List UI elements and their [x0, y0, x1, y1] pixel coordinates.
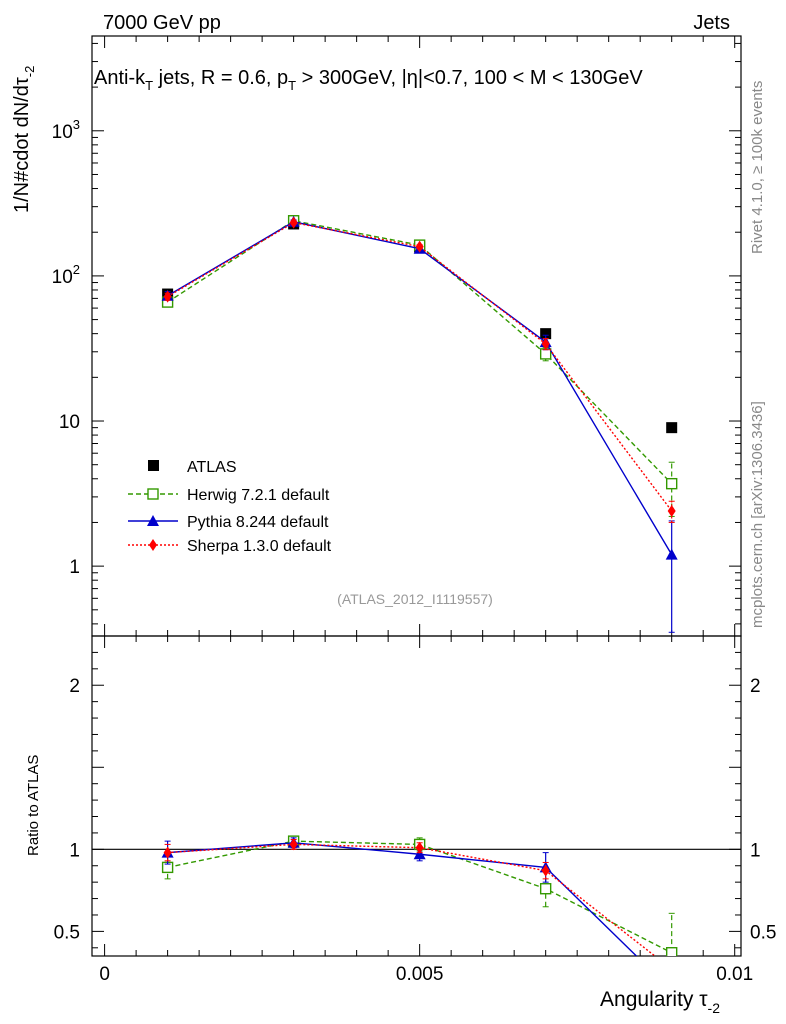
herwig-ratio-line — [167, 840, 673, 954]
legend: ATLAS Herwig 7.2.1 default Pythia 8.244 … — [128, 459, 332, 555]
sherpa-ratio-point — [163, 846, 172, 859]
pythia-main-point — [665, 548, 678, 560]
sherpa-ratio-point — [668, 963, 676, 975]
legend-entry-sherpa: Sherpa 1.3.0 default — [128, 538, 332, 555]
legend-entry-atlas: ATLAS — [148, 459, 237, 476]
ratio-tick-label-left: 1 — [69, 840, 80, 861]
legend-entry-herwig: Herwig 7.2.1 default — [128, 487, 330, 504]
header-left: 7000 GeV pp — [103, 12, 221, 34]
herwig-ratio-point — [665, 947, 678, 956]
ratio-panel-marks — [161, 835, 678, 975]
ratio-tick-label-left: 0.5 — [54, 922, 80, 943]
sherpa-ratio-point — [289, 838, 298, 851]
mcplots-label: mcplots.cern.ch [arXiv:1306.3436] — [749, 401, 766, 628]
legend-sherpa-label: Sherpa 1.3.0 default — [187, 538, 332, 555]
sherpa-ratio-point — [541, 864, 550, 877]
x-axis-label: Angularity τ-2 — [600, 988, 720, 1016]
pythia-main-line — [167, 221, 673, 555]
ratio-panel-frame — [91, 635, 742, 957]
herwig-main-point — [539, 348, 552, 360]
x-tick-label: 0.01 — [716, 964, 753, 985]
y-tick-label: 10 — [59, 412, 80, 433]
sherpa-main-line — [167, 221, 673, 512]
pythia-ratio-point — [413, 848, 426, 860]
ratio-tick-label-right: 2 — [750, 676, 761, 697]
x-tick-label: 0 — [99, 964, 110, 985]
sherpa-ratio-point — [415, 841, 424, 854]
y-axis-label: 1/N#cdot dN/dτ-2 — [11, 66, 37, 213]
sherpa-main-point — [289, 216, 298, 229]
ratio-tick-label-right: 1 — [750, 840, 761, 861]
sherpa-main-point — [163, 290, 172, 303]
chart-title: Anti-kT jets, R = 0.6, pT > 300GeV, |η|<… — [94, 67, 643, 93]
ratio-tick-label-left: 2 — [69, 676, 80, 697]
chart-marks: 0 0.005 0.01 1 10 102 103 0.5 0.5 1 1 2 2 — [52, 35, 776, 985]
legend-sherpa-marker — [149, 539, 157, 551]
herwig-main-point — [665, 477, 678, 490]
atlas-main-point — [540, 328, 552, 340]
x-tick-label: 0.005 — [396, 964, 444, 985]
legend-pythia-label: Pythia 8.244 default — [187, 514, 329, 531]
sherpa-main-point — [541, 337, 550, 350]
legend-atlas-marker — [148, 460, 159, 471]
sherpa-main-point — [667, 504, 676, 517]
y-tick-label: 1 — [69, 557, 80, 578]
legend-herwig-label: Herwig 7.2.1 default — [187, 487, 330, 504]
ratio-tick-label-right: 0.5 — [750, 922, 776, 943]
legend-herwig-marker — [147, 488, 159, 500]
legend-atlas-label: ATLAS — [187, 459, 237, 476]
header-right: Jets — [693, 12, 730, 34]
rivet-label: Rivet 4.1.0, ≥ 100k events — [749, 81, 766, 254]
legend-entry-pythia: Pythia 8.244 default — [128, 514, 329, 531]
atlas-main-point — [666, 422, 678, 434]
main-panel-marks — [161, 215, 678, 633]
ratio-y-axis-label: Ratio to ATLAS — [25, 755, 42, 856]
y-tick-label: 102 — [52, 262, 80, 288]
sherpa-main-point — [415, 240, 424, 253]
analysis-id: (ATLAS_2012_I1119557) — [337, 591, 493, 607]
y-tick-label: 103 — [52, 117, 80, 143]
herwig-main-line — [167, 219, 673, 485]
legend-pythia-marker — [147, 515, 159, 526]
herwig-ratio-point — [539, 883, 552, 895]
